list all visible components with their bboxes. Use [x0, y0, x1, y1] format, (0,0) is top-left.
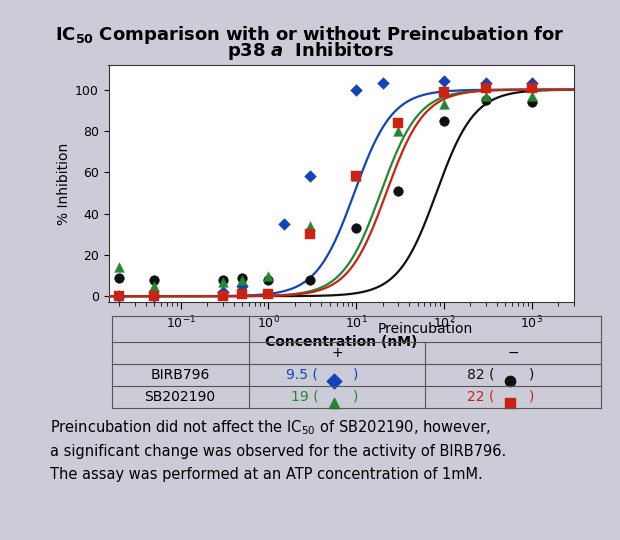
Point: [115, 292, 125, 301]
Point: [237, 281, 247, 290]
Point: [237, 273, 247, 282]
Text: 9.5 (: 9.5 (: [286, 368, 318, 382]
Point: [332, 396, 342, 405]
Point: [306, 275, 316, 284]
Point: [306, 221, 316, 230]
Point: [115, 263, 125, 272]
Text: 19 (: 19 (: [291, 390, 318, 404]
Point: [439, 77, 449, 86]
Text: ): ): [352, 368, 358, 382]
Text: Preincubation did not affect the IC$_{50}$ of SB202190, however,
a significant c: Preincubation did not affect the IC$_{50…: [50, 418, 506, 482]
Point: [481, 96, 491, 104]
Point: [264, 271, 273, 280]
Point: [115, 292, 125, 301]
Point: [439, 116, 449, 125]
Point: [279, 220, 289, 228]
Point: [393, 126, 403, 135]
Point: [352, 85, 361, 94]
Point: [481, 83, 491, 92]
Text: 22 (: 22 (: [467, 390, 495, 404]
Point: [526, 83, 536, 92]
Text: Preincubation: Preincubation: [378, 322, 472, 336]
Text: SB202190: SB202190: [144, 390, 216, 404]
Point: [393, 186, 403, 195]
Point: [306, 230, 316, 239]
Point: [508, 374, 518, 383]
Text: −: −: [507, 346, 519, 360]
Point: [218, 292, 228, 301]
Y-axis label: % Inhibition: % Inhibition: [57, 143, 71, 225]
Point: [393, 118, 403, 127]
Point: [237, 275, 247, 284]
Point: [508, 396, 518, 405]
Point: [149, 292, 159, 301]
Text: ): ): [529, 368, 534, 382]
Point: [526, 79, 536, 87]
Point: [218, 275, 228, 284]
Point: [115, 273, 125, 282]
Point: [264, 290, 273, 299]
Text: $\mathbf{IC_{50}}$$\mathbf{\ Comparison\ with\ or\ without\ Preincubation\ for}$: $\mathbf{IC_{50}}$$\mathbf{\ Comparison\…: [55, 24, 565, 46]
Point: [149, 275, 159, 284]
Point: [378, 79, 388, 87]
Text: $\mathbf{p38}$$\ $$\mathit{\boldsymbol{a}}$$\mathbf{\ \ Inhibitors}$: $\mathbf{p38}$$\ $$\mathit{\boldsymbol{a…: [227, 40, 393, 63]
Point: [526, 98, 536, 106]
Point: [218, 288, 228, 296]
Point: [149, 281, 159, 290]
Point: [306, 172, 316, 181]
Point: [481, 79, 491, 87]
Point: [481, 91, 491, 100]
Point: [526, 91, 536, 100]
Point: [332, 374, 342, 383]
X-axis label: Concentration (nM): Concentration (nM): [265, 335, 417, 349]
Point: [352, 224, 361, 232]
Point: [352, 172, 361, 181]
Text: ): ): [529, 390, 534, 404]
Text: 82 (: 82 (: [467, 368, 495, 382]
Point: [264, 275, 273, 284]
Text: BIRB796: BIRB796: [151, 368, 210, 382]
Point: [237, 290, 247, 299]
Point: [352, 172, 361, 181]
Text: ): ): [352, 390, 358, 404]
Point: [439, 100, 449, 109]
Point: [149, 292, 159, 301]
Point: [439, 87, 449, 96]
Text: +: +: [331, 346, 343, 360]
Point: [218, 278, 228, 286]
